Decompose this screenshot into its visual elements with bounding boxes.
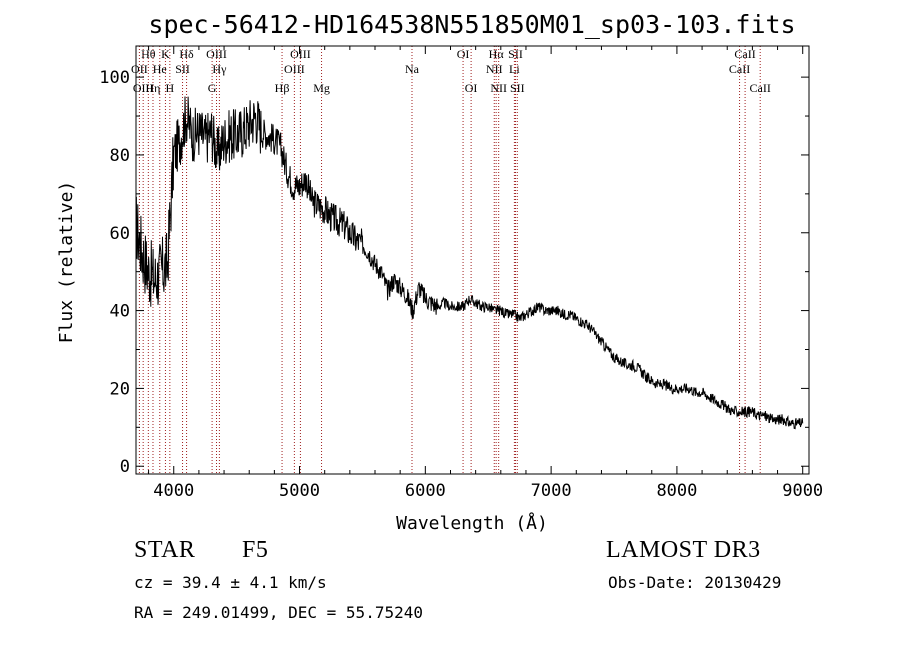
line-marker-label-4: He: [153, 62, 167, 76]
x-tick-label-9000: 9000: [782, 481, 823, 501]
line-marker-label-14: OIII: [290, 47, 311, 61]
survey-name: LAMOST DR3: [606, 537, 761, 563]
object-class: STAR: [134, 537, 196, 563]
y-tick-label-100: 100: [99, 68, 130, 88]
line-marker-label-17: OI: [457, 47, 470, 61]
object-subclass: F5: [242, 537, 269, 563]
line-marker-label-3: Hη: [146, 81, 161, 95]
y-axis-label: Flux (relative): [56, 181, 77, 344]
y-tick-label-40: 40: [110, 302, 130, 322]
y-tick-label-0: 0: [120, 457, 130, 477]
x-tick-label-8000: 8000: [656, 481, 697, 501]
line-marker-label-13: OIII: [284, 62, 305, 76]
y-axis-ticks: 0 20 40 60 80 100: [99, 68, 809, 477]
line-marker-label-7: SII: [175, 62, 190, 76]
line-marker-label-11: Hγ: [212, 62, 227, 76]
plot-frame: [135, 45, 810, 475]
line-marker-label-5: K: [161, 47, 170, 61]
line-marker-label-21: NII: [490, 81, 507, 95]
line-marker-label-2: OIII: [133, 81, 154, 95]
line-marker-label-8: Hδ: [179, 47, 194, 61]
line-marker-label-23: Li: [509, 62, 520, 76]
line-marker-label-15: Mg: [313, 81, 330, 95]
y-tick-label-60: 60: [110, 224, 130, 244]
line-marker-label-22: SII: [508, 47, 523, 61]
line-marker-label-6: H: [166, 81, 175, 95]
line-marker-label-19: Hα: [489, 47, 505, 61]
line-marker-label-18: OI: [465, 81, 478, 95]
y-tick-label-20: 20: [110, 379, 130, 399]
x-axis-label: Wavelength (Å): [396, 512, 548, 534]
line-marker-label-20: NII: [486, 62, 503, 76]
line-marker-label-9: G: [208, 81, 217, 95]
line-marker-label-25: CaII: [729, 62, 750, 76]
y-tick-label-80: 80: [110, 146, 130, 166]
line-marker-label-1: OII: [131, 62, 148, 76]
flux-series-line: [135, 96, 804, 430]
line-marker-label-16: Na: [405, 62, 420, 76]
emission-line-markers: HθOIIOIIIHηHeKHSIIHδGOIIIHγHβOIIIOIIIMgN…: [131, 46, 771, 474]
flux-series-layer: [135, 96, 804, 430]
redshift-readout: cz = 39.4 ± 4.1 km/s: [134, 573, 327, 592]
line-marker-label-26: CaII: [734, 47, 755, 61]
x-tick-label-7000: 7000: [531, 481, 572, 501]
line-marker-label-24: SII: [510, 81, 525, 95]
observation-date: Obs-Date: 20130429: [608, 573, 782, 592]
chart-title: spec-56412-HD164538N551850M01_sp03-103.f…: [148, 10, 795, 39]
x-tick-label-4000: 4000: [153, 481, 194, 501]
line-marker-label-27: CaII: [750, 81, 771, 95]
line-marker-label-0: Hθ: [141, 47, 156, 61]
spectrum-plot: spec-56412-HD164538N551850M01_sp03-103.f…: [56, 10, 823, 534]
x-tick-label-6000: 6000: [405, 481, 446, 501]
x-tick-label-5000: 5000: [279, 481, 320, 501]
x-axis-ticks: 4000 5000 6000 7000 8000 9000: [148, 46, 823, 501]
coordinates-readout: RA = 249.01499, DEC = 55.75240: [134, 603, 423, 622]
line-marker-label-12: Hβ: [275, 81, 290, 95]
line-marker-label-10: OIII: [206, 47, 227, 61]
